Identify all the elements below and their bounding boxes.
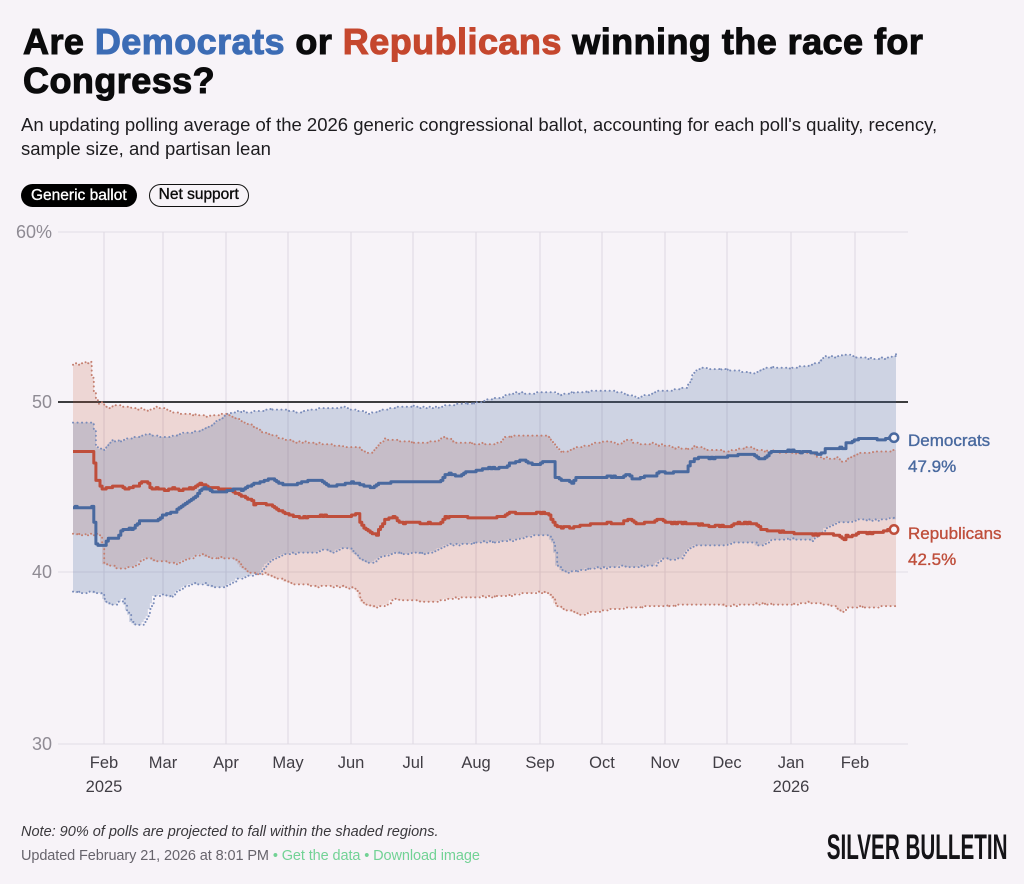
svg-text:Sep: Sep xyxy=(525,754,554,772)
svg-text:Feb: Feb xyxy=(90,754,118,772)
svg-text:Feb: Feb xyxy=(841,754,869,772)
svg-text:Oct: Oct xyxy=(589,754,615,772)
svg-text:Jun: Jun xyxy=(338,754,365,772)
svg-text:Apr: Apr xyxy=(213,754,239,772)
svg-text:47.9%: 47.9% xyxy=(908,457,956,476)
svg-text:2026: 2026 xyxy=(773,778,810,796)
svg-text:Jul: Jul xyxy=(402,754,423,772)
svg-text:Mar: Mar xyxy=(149,754,178,772)
svg-text:Republicans: Republicans xyxy=(908,524,1002,543)
svg-text:Dec: Dec xyxy=(712,754,741,772)
svg-text:60%: 60% xyxy=(16,222,52,242)
svg-text:Nov: Nov xyxy=(650,754,680,772)
svg-text:Jan: Jan xyxy=(778,754,805,772)
svg-text:Aug: Aug xyxy=(461,754,490,772)
svg-text:Democrats: Democrats xyxy=(908,431,990,450)
svg-text:50: 50 xyxy=(32,392,52,412)
svg-text:42.5%: 42.5% xyxy=(908,550,956,569)
svg-text:40: 40 xyxy=(32,562,52,582)
svg-text:30: 30 xyxy=(32,734,52,754)
svg-text:May: May xyxy=(272,754,304,772)
svg-text:2025: 2025 xyxy=(86,778,123,796)
